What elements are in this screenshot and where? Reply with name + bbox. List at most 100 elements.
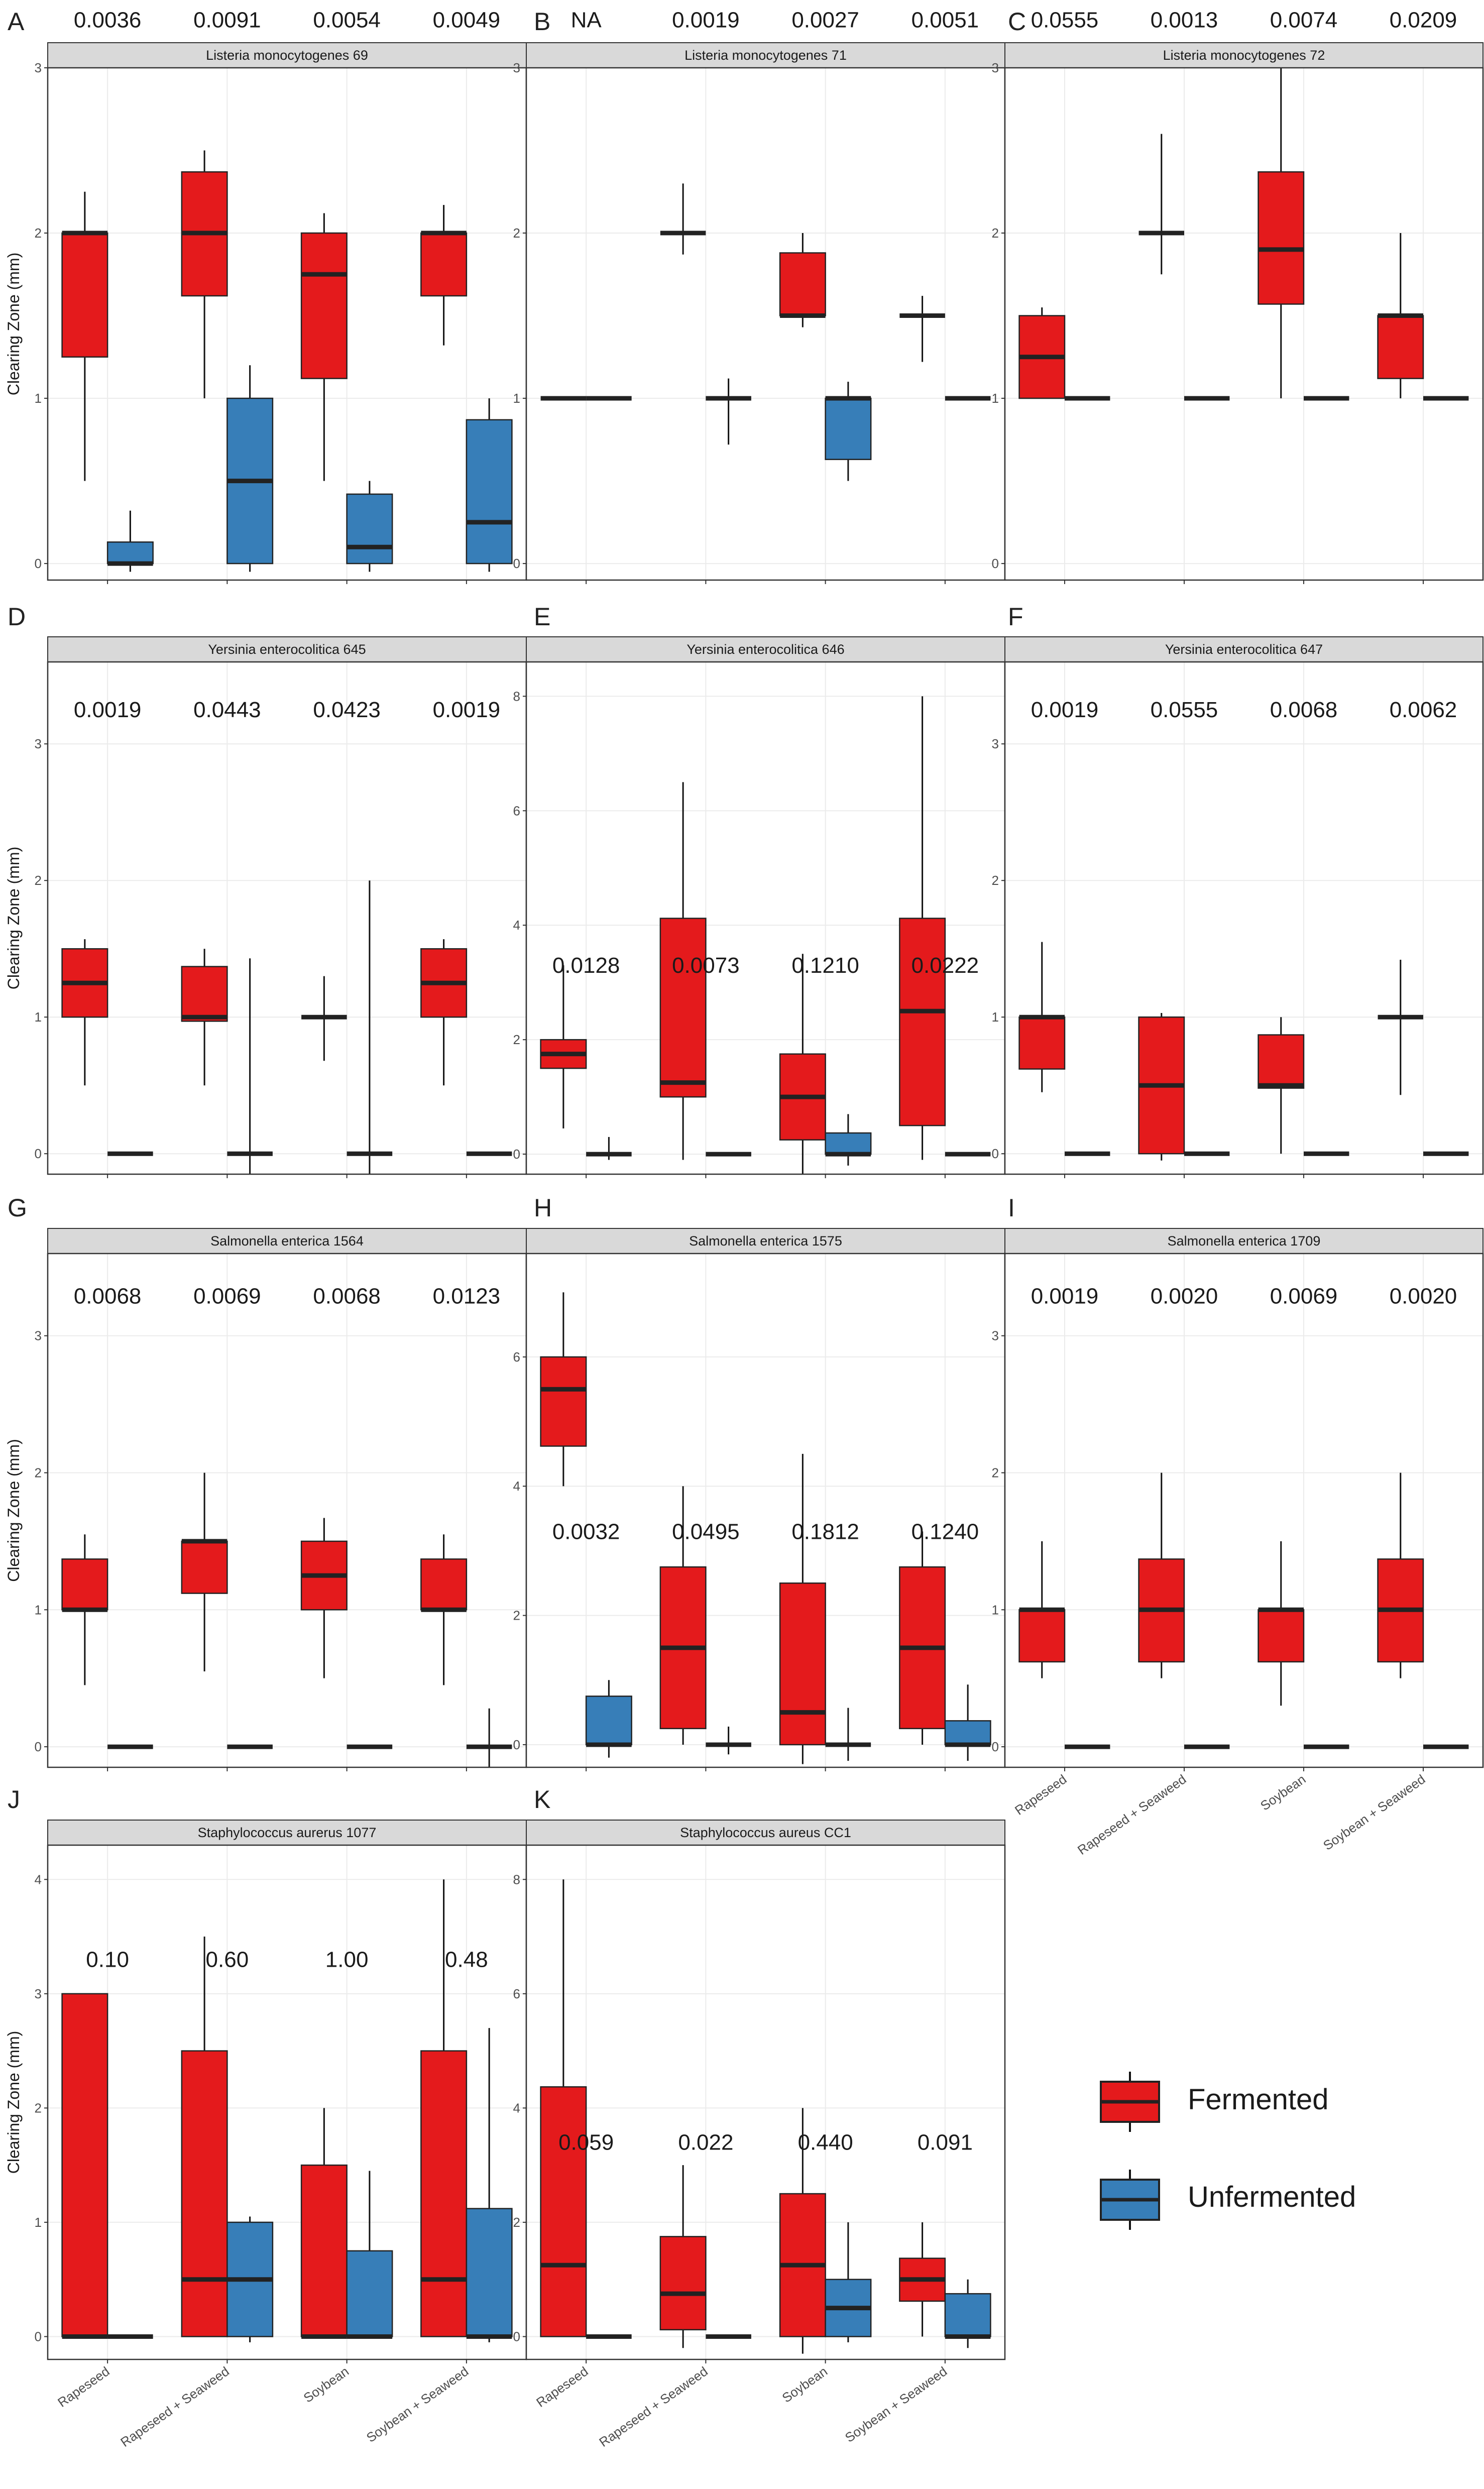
p-value-label: 0.0019 [74, 698, 142, 722]
p-value-label: 0.0049 [433, 8, 501, 33]
box-fermented [1018, 307, 1066, 399]
y-tick-label: 2 [992, 873, 999, 888]
panel-k: K Staphylococcus aureus CC1 0 2 4 6 8 0.059 0.02… [513, 1785, 1006, 2450]
p-value-label: 0.0495 [672, 1519, 740, 1544]
box-fermented [181, 1937, 228, 2337]
p-value-label: 0.0128 [552, 953, 620, 978]
y-axis-label: Clearing Zone (mm) [5, 847, 23, 990]
p-value-label: 0.0032 [552, 1519, 620, 1544]
p-value-label: 0.0054 [313, 8, 381, 33]
panel-title: Salmonella enterica 1575 [689, 1233, 842, 1249]
box-unfermented [346, 481, 393, 572]
iqr-box-unfermented [585, 1695, 632, 1746]
box-unfermented [585, 1680, 632, 1758]
box-fermented [61, 191, 108, 481]
plot-background [48, 1254, 526, 1767]
panel-border [1004, 1253, 1484, 1768]
y-tick-label: 0 [513, 1147, 520, 1162]
iqr-box-fermented [1258, 1034, 1305, 1089]
p-value-label: 0.0068 [74, 1284, 142, 1309]
box-unfermented [586, 1137, 632, 1160]
p-value-label: 0.0068 [313, 1284, 381, 1309]
panel-letter: K [534, 1785, 550, 1814]
box-fermented [1138, 1473, 1185, 1678]
p-value-label: 0.440 [798, 2130, 853, 2155]
panel-e: E Yersinia enterocolitica 646 0 2 4 6 8 0.0128 0… [513, 603, 1006, 1178]
box-fermented [1377, 1473, 1424, 1678]
box-fermented [1258, 1017, 1305, 1154]
box-unfermented [227, 958, 273, 1174]
box-fermented [899, 696, 946, 1160]
box-fermented [659, 782, 707, 1160]
box-fermented [779, 2108, 826, 2354]
panel-h: H Salmonella enterica 1575 0 2 4 6 0.0032 0.049… [513, 1194, 1006, 1771]
plot-background [48, 662, 526, 1174]
y-tick-label: 2 [35, 1465, 42, 1480]
iqr-box-fermented [540, 2086, 587, 2337]
y-tick-label: 3 [992, 1328, 999, 1343]
y-tick-label: 1 [35, 1009, 42, 1025]
panel-title: Salmonella enterica 1564 [210, 1233, 364, 1249]
panel-strip [1004, 1228, 1483, 1254]
y-tick-label: 1 [992, 1009, 999, 1025]
iqr-box-fermented [61, 1558, 108, 1611]
box-fermented [540, 965, 587, 1128]
iqr-box-unfermented [346, 2250, 393, 2337]
box-fermented [659, 2165, 707, 2348]
p-value-label: 0.1240 [911, 1519, 979, 1544]
panel-i: I Salmonella enterica 1709 0 1 2 3 0.0019 0.002… [992, 1194, 1484, 1858]
panel-a: A Listeria monocytogenes 69 0 1 2 3 Clearing Z… [5, 8, 527, 584]
box-fermented [61, 939, 108, 1086]
panel-title: Yersinia enterocolitica 646 [687, 642, 844, 657]
p-value-label: 0.059 [558, 2130, 614, 2155]
iqr-box-unfermented [466, 2208, 513, 2337]
p-value-label: 0.0209 [1390, 8, 1457, 33]
panel-letter: B [534, 8, 550, 36]
p-value-label: 0.0068 [1270, 698, 1338, 722]
box-fermented [61, 1993, 108, 2339]
box-unfermented [347, 880, 393, 1174]
box-unfermented [346, 2171, 393, 2339]
box-fermented [420, 1879, 468, 2337]
p-value-label: 0.0073 [672, 953, 740, 978]
y-tick-label: 2 [513, 1032, 520, 1047]
panel-letter: D [8, 603, 26, 631]
p-value-label: 0.0555 [1031, 8, 1099, 33]
panel-strip [47, 636, 527, 662]
y-tick-label: 1 [35, 391, 42, 406]
iqr-box-fermented [779, 252, 826, 316]
box-fermented [1377, 233, 1424, 399]
box-fermented [779, 233, 826, 327]
y-tick-label: 4 [513, 918, 520, 933]
box-fermented [300, 2108, 348, 2339]
box-fermented [1138, 1013, 1185, 1161]
y-tick-label: 0 [35, 556, 42, 571]
y-tick-label: 1 [992, 391, 999, 406]
box-unfermented [825, 1114, 872, 1166]
p-value-label: 0.0443 [193, 698, 261, 722]
box-fermented [540, 1292, 587, 1487]
panel-letter: C [1008, 8, 1026, 36]
p-value-label: 0.0062 [1390, 698, 1457, 722]
plot-background [48, 68, 526, 580]
p-value-label: 0.1210 [791, 953, 859, 978]
p-value-label: 0.0036 [74, 8, 142, 33]
box-unfermented [106, 510, 154, 572]
iqr-box-fermented [1018, 1016, 1066, 1070]
legend-label-fermented: Fermented [1188, 2083, 1328, 2116]
box-fermented [420, 939, 468, 1086]
panel-f: F Yersinia enterocolitica 647 0 1 2 3 0.0019 0.… [992, 603, 1484, 1178]
panel-title: Salmonella enterica 1709 [1168, 1233, 1321, 1249]
legend-key-fermented [1100, 2072, 1160, 2132]
iqr-box-fermented [540, 1356, 587, 1447]
iqr-box-fermented [899, 918, 946, 1126]
panel-title: Listeria monocytogenes 71 [684, 48, 847, 63]
iqr-box-fermented [779, 1582, 826, 1746]
p-value-label: 0.0020 [1151, 1284, 1218, 1309]
box-fermented [300, 213, 348, 481]
legend-label-unfermented: Unfermented [1188, 2181, 1356, 2213]
box-fermented [181, 1473, 228, 1672]
panel-strip [47, 1228, 527, 1254]
p-value-label: 0.60 [206, 1948, 249, 1972]
y-tick-label: 4 [35, 1872, 42, 1887]
